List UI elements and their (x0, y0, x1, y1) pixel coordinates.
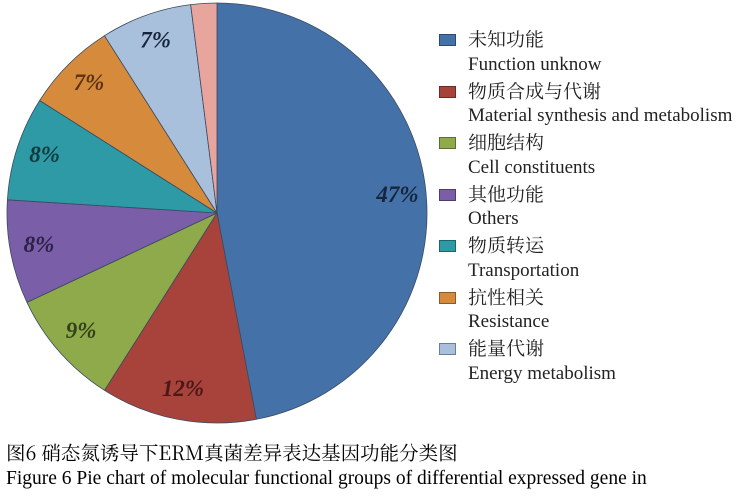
svg-text:9%: 9% (66, 318, 97, 343)
svg-text:47%: 47% (375, 182, 418, 207)
svg-text:7%: 7% (74, 70, 105, 95)
svg-text:8%: 8% (24, 232, 55, 257)
svg-text:7%: 7% (140, 28, 171, 53)
svg-text:8%: 8% (29, 142, 60, 167)
svg-text:12%: 12% (162, 376, 204, 401)
